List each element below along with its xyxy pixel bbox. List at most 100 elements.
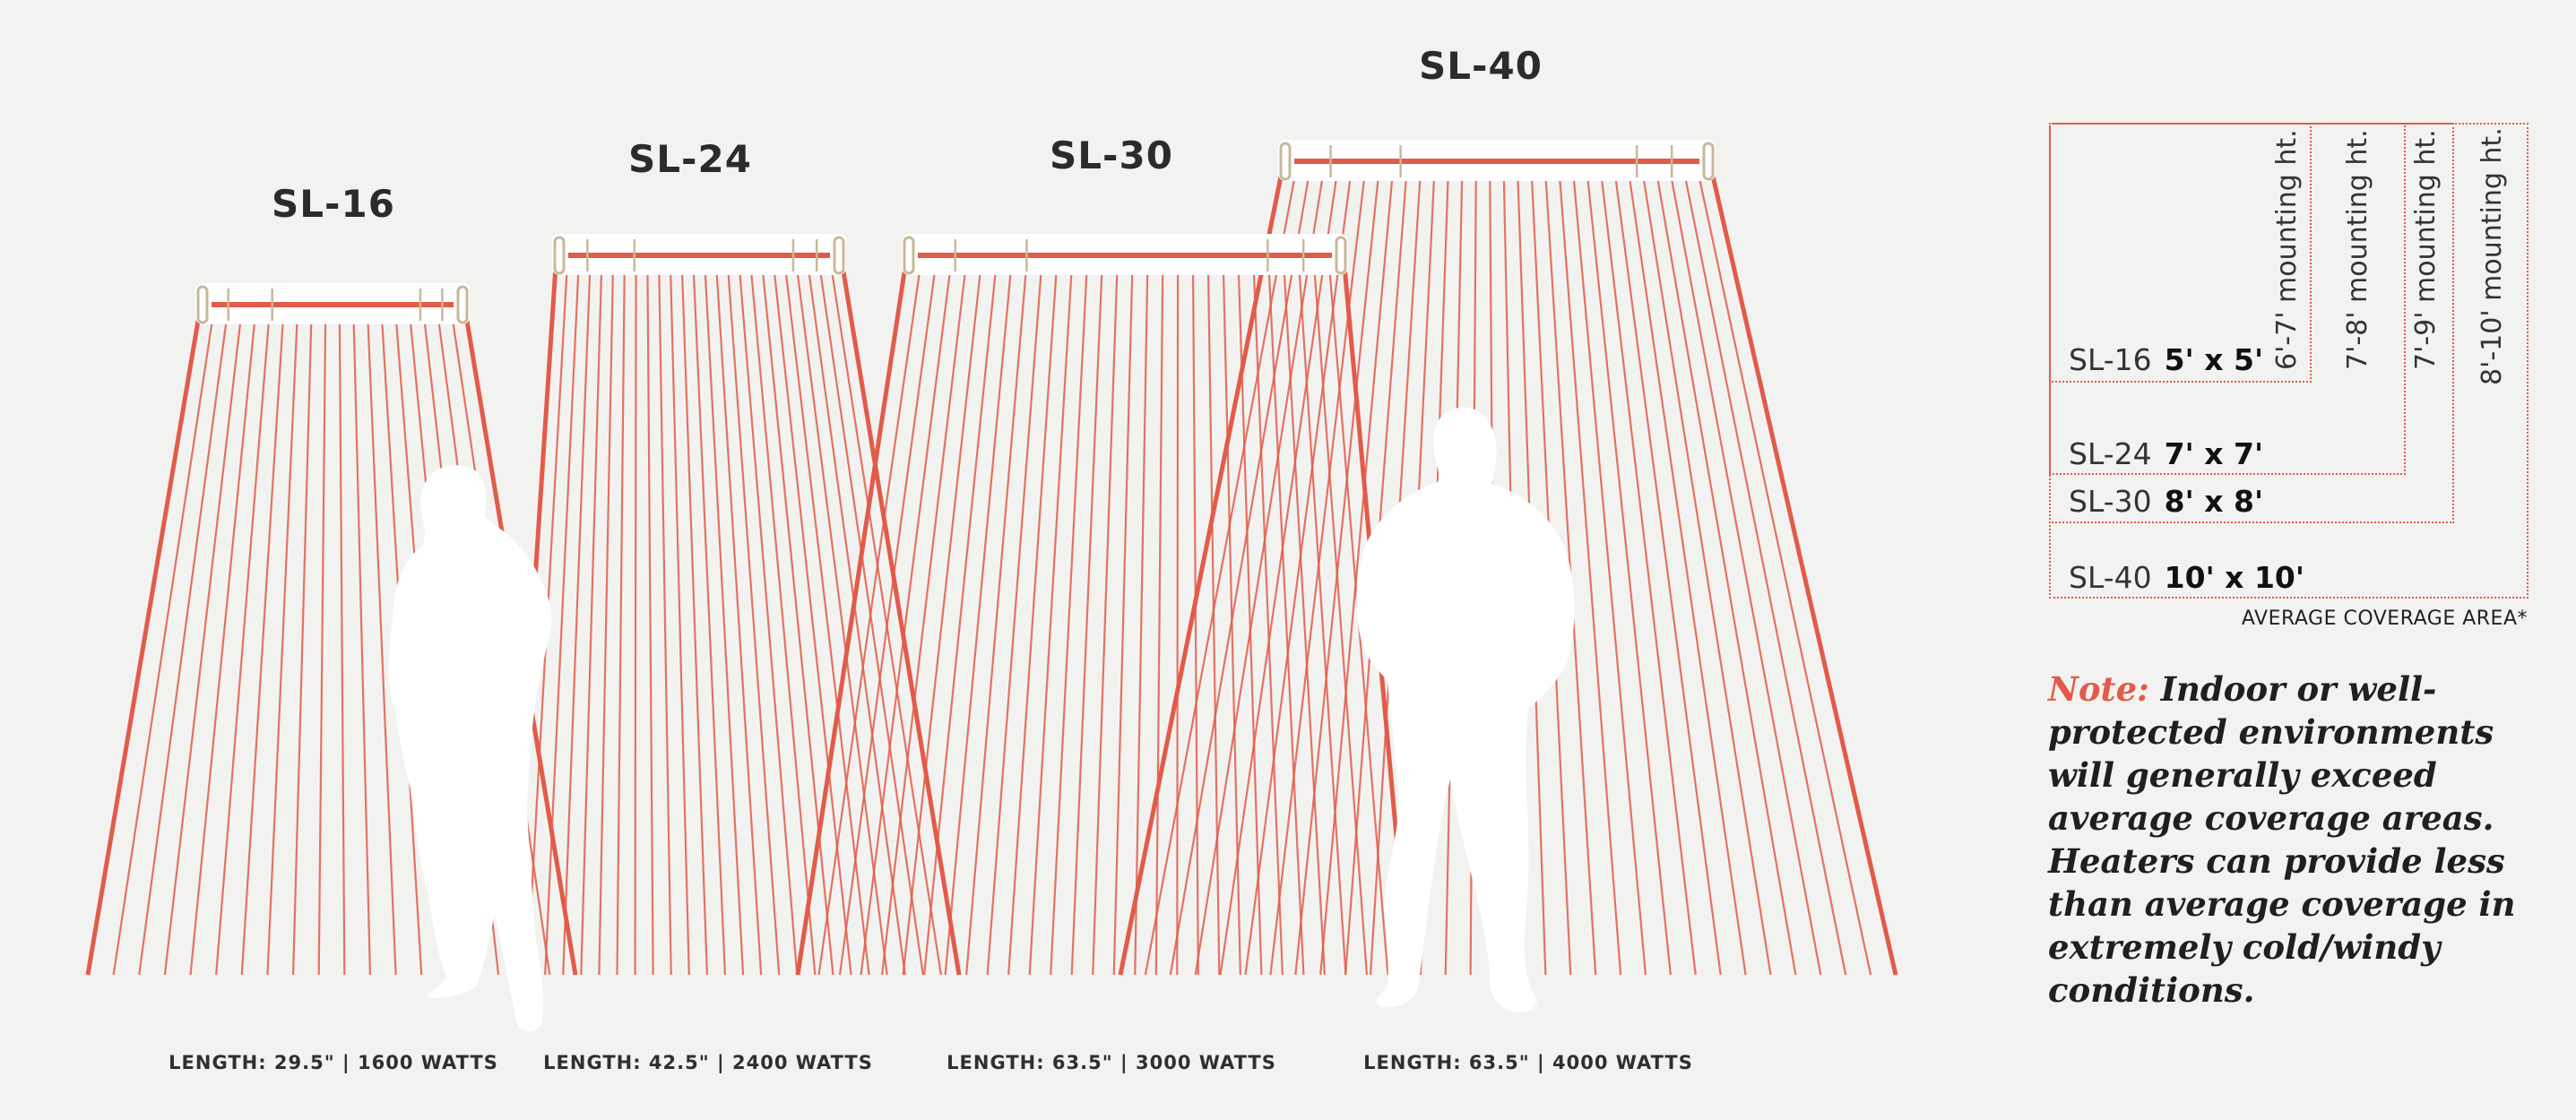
heater-end-cap — [553, 236, 566, 275]
beam-line — [1007, 265, 1059, 976]
beam-line — [1191, 265, 1199, 976]
person-silhouette-right — [1356, 407, 1575, 1013]
beam-line — [840, 265, 962, 976]
heater-end-cap — [833, 236, 845, 275]
beam-line — [634, 265, 637, 976]
coverage-area: 10' x 10' — [2164, 560, 2304, 595]
note-text: Note: Indoor or well-protected environme… — [2048, 668, 2550, 1012]
beam-line — [338, 314, 346, 976]
beam-line — [1244, 171, 1353, 976]
note-body: Indoor or well-protected environments wi… — [2048, 669, 2516, 1010]
beam-line — [1628, 171, 1747, 976]
heater-sl-24 — [552, 234, 846, 275]
beam-line — [860, 265, 952, 976]
beam-line — [1267, 265, 1305, 976]
coverage-box-sl-16 — [2049, 123, 2312, 383]
beam-line — [163, 314, 243, 976]
beam-line — [1283, 265, 1327, 976]
beam-line — [1194, 171, 1325, 976]
heater-end-cap — [456, 285, 469, 324]
model-titles: SL-16 SL-24 SL-30 SL-40 — [272, 44, 1543, 226]
heater-housings — [195, 140, 1716, 324]
beam-line — [1112, 265, 1134, 976]
beam-line — [138, 314, 229, 976]
mounting-height-sl-40: 8'-10' mounting ht. — [2477, 127, 2508, 385]
beam-line — [1118, 171, 1284, 976]
beam-line — [795, 265, 908, 976]
beam-line — [761, 265, 834, 976]
beam-line — [838, 265, 937, 976]
beam-line — [902, 265, 982, 976]
beam-line — [291, 314, 313, 976]
beam-line — [680, 265, 708, 976]
beam-line — [646, 265, 654, 976]
beam-line — [749, 265, 817, 976]
beam-line — [1206, 265, 1221, 976]
coverage-row-sl-40: SL-40 10' x 10' — [2069, 563, 2304, 592]
beam-line — [795, 265, 888, 976]
beam-line — [669, 265, 690, 976]
coverage-model: SL-16 — [2069, 342, 2152, 377]
coverage-model: SL-24 — [2069, 436, 2152, 471]
beam-line — [692, 265, 727, 976]
beam-fan-sl-24 — [506, 265, 962, 976]
beam-line — [1144, 171, 1297, 976]
beam-line — [1176, 265, 1180, 976]
beam-line — [352, 314, 372, 976]
beam-line — [1092, 265, 1119, 976]
mounting-height-sl-30: 7'-9' mounting ht. — [2410, 129, 2442, 370]
mounting-height-sl-24: 7'-8' mounting ht. — [2342, 129, 2373, 370]
heater-end-cap — [1279, 142, 1292, 181]
beam-line — [598, 265, 615, 976]
model-spec: LENGTH: 63.5" | 4000 WATTS — [1363, 1052, 1693, 1074]
coverage-area: 5' x 5' — [2164, 342, 2264, 377]
coverage-model: SL-40 — [2069, 560, 2152, 595]
model-title: SL-30 — [1050, 134, 1173, 177]
beam-line — [544, 265, 580, 976]
beam-line — [986, 265, 1043, 976]
beam-line — [1070, 265, 1103, 976]
beam-line — [1252, 265, 1284, 976]
beam-line — [1294, 171, 1380, 976]
coverage-area: 7' x 7' — [2164, 436, 2264, 471]
beam-line — [1169, 171, 1311, 976]
beam-line — [1655, 171, 1797, 976]
beam-line — [1269, 171, 1366, 976]
beam-fan-sl-30 — [795, 265, 1412, 976]
beam-line — [1134, 265, 1149, 976]
beam-line — [1641, 171, 1772, 976]
heater-sl-40 — [1278, 140, 1716, 181]
model-title: SL-16 — [272, 182, 395, 226]
beam-line — [580, 265, 603, 976]
beam-line — [616, 265, 626, 976]
beam-line — [1697, 171, 1872, 976]
note-label: Note: — [2048, 669, 2149, 709]
beam-line — [1682, 171, 1847, 976]
beam-line — [1050, 265, 1088, 976]
beam-line — [773, 265, 852, 976]
coverage-area: 8' x 8' — [2164, 484, 2264, 519]
beam-line — [240, 314, 285, 976]
model-title: SL-24 — [628, 137, 752, 181]
beam-line — [1669, 171, 1822, 976]
heater-end-cap — [1702, 142, 1715, 181]
beam-line — [726, 265, 781, 976]
beam-line — [1319, 171, 1394, 976]
beam-line — [112, 314, 214, 976]
beam-line — [965, 265, 1028, 976]
beam-line — [1586, 171, 1672, 976]
coverage-row-sl-24: SL-24 7' x 7' — [2069, 439, 2263, 469]
beam-line — [818, 265, 924, 976]
beam-line — [658, 265, 672, 976]
mounting-height-sl-16: 6'-7' mounting ht. — [2271, 129, 2303, 370]
beam-line — [367, 314, 397, 976]
beam-line — [817, 265, 921, 976]
coverage-row-sl-30: SL-30 8' x 8' — [2069, 487, 2263, 516]
beam-line — [880, 265, 967, 976]
model-title: SL-40 — [1419, 44, 1543, 88]
model-spec: LENGTH: 63.5" | 3000 WATTS — [947, 1052, 1276, 1074]
person-silhouette-left — [388, 465, 552, 1032]
beam-line — [1600, 171, 1697, 976]
heater-sl-16 — [195, 283, 470, 324]
coverage-model: SL-30 — [2069, 484, 2152, 519]
